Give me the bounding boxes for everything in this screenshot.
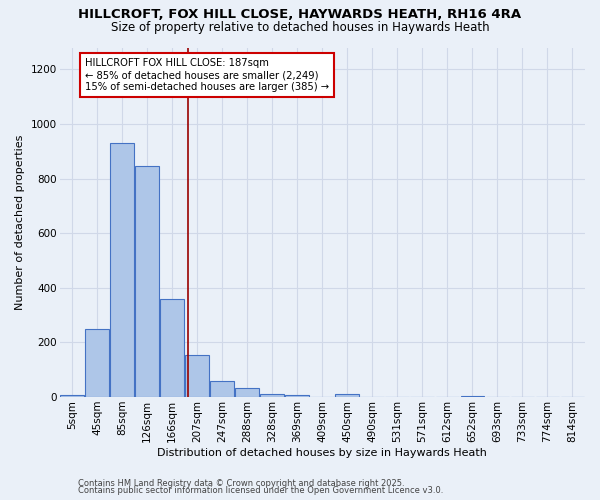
Bar (211, 380, 234, 397)
Bar (260, 394, 284, 397)
Bar (185, 354, 209, 397)
Y-axis label: Number of detached properties: Number of detached properties (15, 134, 25, 310)
Bar (235, 388, 259, 397)
Text: Size of property relative to detached houses in Haywards Heath: Size of property relative to detached ho… (110, 21, 490, 34)
Bar (85, 329, 109, 397)
Text: HILLCROFT, FOX HILL CLOSE, HAYWARDS HEATH, RH16 4RA: HILLCROFT, FOX HILL CLOSE, HAYWARDS HEAT… (79, 8, 521, 20)
X-axis label: Distribution of detached houses by size in Haywards Heath: Distribution of detached houses by size … (157, 448, 487, 458)
Bar (135, 166, 159, 397)
Text: Contains HM Land Registry data © Crown copyright and database right 2025.: Contains HM Land Registry data © Crown c… (78, 478, 404, 488)
Bar (60, 395, 84, 397)
Text: HILLCROFT FOX HILL CLOSE: 187sqm
← 85% of detached houses are smaller (2,249)
15: HILLCROFT FOX HILL CLOSE: 187sqm ← 85% o… (85, 58, 329, 92)
Bar (335, 394, 359, 397)
Bar (110, 143, 134, 397)
Text: Contains public sector information licensed under the Open Government Licence v3: Contains public sector information licen… (78, 486, 443, 495)
Bar (286, 395, 309, 397)
Bar (461, 396, 484, 397)
Bar (160, 298, 184, 397)
